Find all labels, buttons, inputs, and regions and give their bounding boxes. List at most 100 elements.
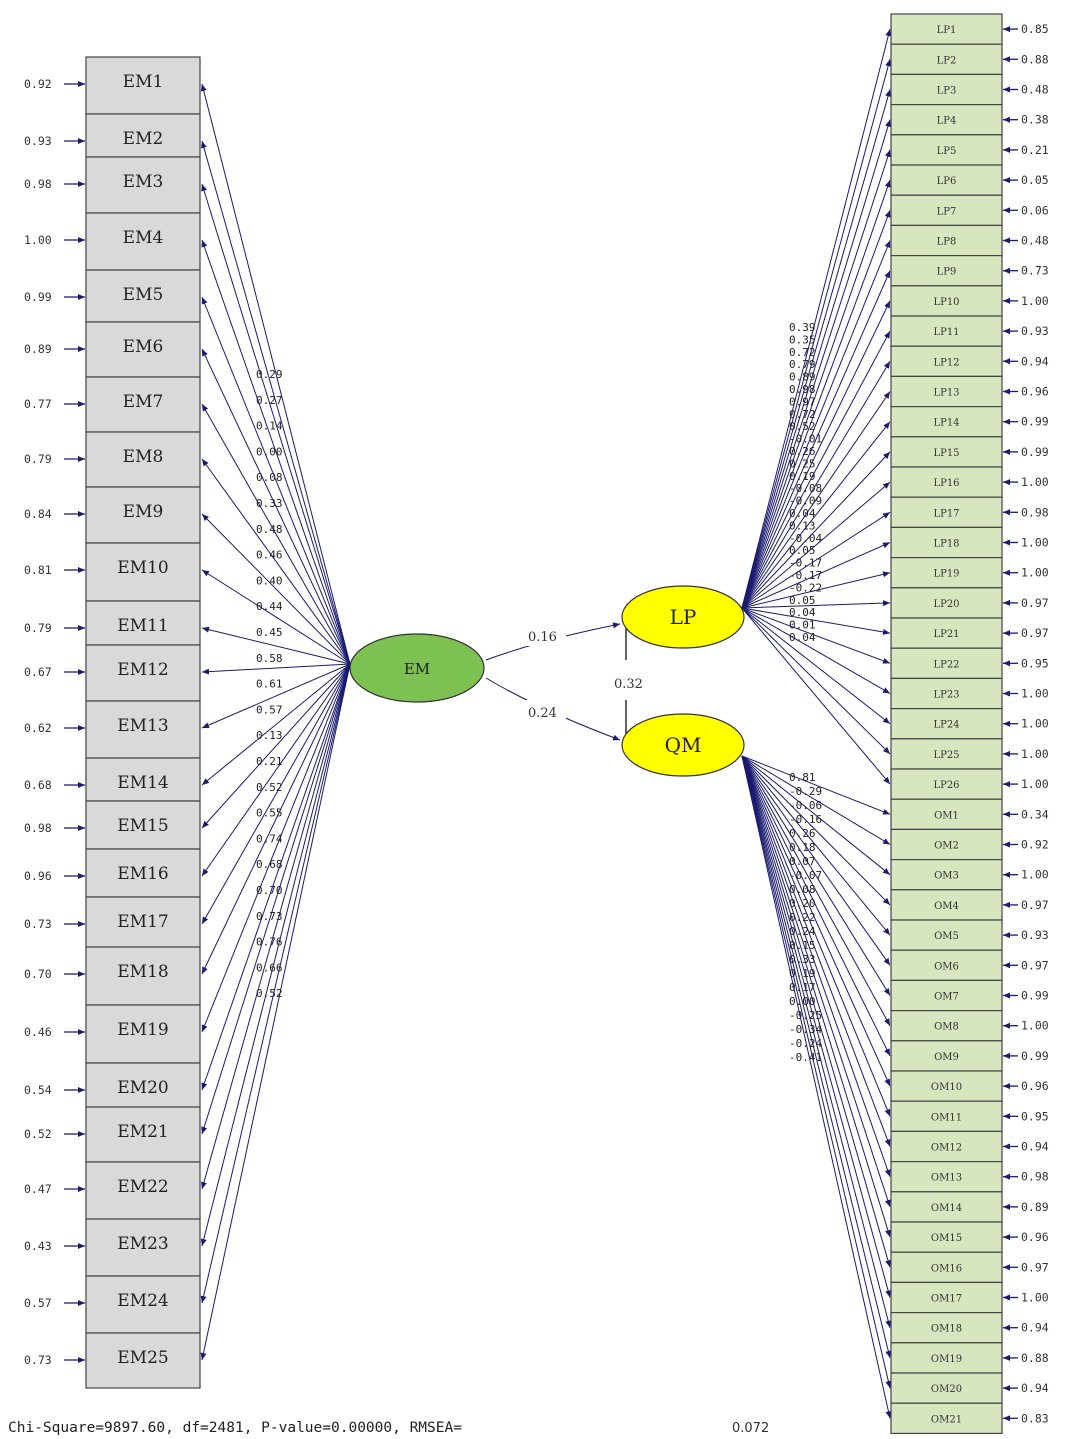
path-coef-em-lp: 0.16: [528, 630, 557, 645]
error-variance: 0.97: [1021, 596, 1049, 610]
rmsea-value: 0.072: [732, 1421, 769, 1436]
loading-value: 0.07: [789, 855, 816, 868]
loading-value: 0.05: [789, 544, 816, 557]
indicator-label: LP11: [933, 327, 959, 338]
indicator-label: LP3: [937, 86, 957, 97]
covariance-value: 0.32: [614, 677, 643, 692]
error-variance: 0.73: [24, 1353, 52, 1367]
indicator-label: OM15: [931, 1233, 962, 1244]
loading-path: [201, 569, 351, 665]
loading-path: [200, 663, 351, 1304]
error-variance: 0.84: [24, 507, 52, 521]
indicator-boxes: EM1 0.92 EM2 0.93 EM3 0.98 EM4 1.00 EM5 0.99 EM6 0.…: [24, 13, 1049, 1434]
loading-value: 0.20: [789, 897, 816, 910]
path-coef-em-qm: 0.24: [528, 706, 557, 721]
indicator-label: EM2: [123, 129, 164, 149]
loading-value: 0.01: [789, 619, 816, 632]
error-variance: 0.93: [1021, 928, 1049, 942]
loading-value: 0.98: [789, 383, 816, 396]
indicator-box-om8: [890, 1009, 1003, 1042]
loading-value: -0.16: [789, 813, 822, 826]
loading-path: [201, 626, 351, 665]
indicator-label: LP25: [933, 750, 959, 761]
indicator-box-em14: [85, 757, 201, 802]
error-variance: 0.88: [1021, 52, 1049, 66]
loading-value: 0.68: [256, 858, 283, 871]
loading-path: [741, 542, 891, 609]
loading-value: 0.17: [789, 981, 816, 994]
indicator-box-lp12: [890, 345, 1003, 378]
indicator-box-om4: [890, 889, 1003, 921]
indicator-box-lp24: [890, 707, 1003, 740]
indicator-box-om10: [890, 1070, 1003, 1102]
error-variance: 1.00: [1021, 777, 1049, 791]
loading-value: 0.33: [256, 497, 283, 510]
loading-path: [741, 511, 891, 609]
indicator-label: OM9: [934, 1052, 959, 1063]
loading-value: 0.73: [256, 910, 283, 923]
error-variance: 0.94: [1021, 1381, 1049, 1395]
loading-path: [741, 755, 891, 1268]
indicator-label: LP2: [937, 55, 957, 66]
error-variance: 0.38: [1021, 113, 1049, 127]
loading-path: [201, 348, 351, 665]
loading-path: [201, 663, 351, 877]
loading-value: -0.01: [789, 433, 822, 446]
loading-value: 0.55: [256, 807, 283, 820]
loading-value: -0.08: [789, 482, 822, 495]
indicator-box-lp2: [890, 43, 1003, 76]
loading-value: -0.29: [789, 785, 822, 798]
loading-value: 0.72: [789, 408, 816, 421]
loading-path: [201, 239, 351, 665]
loading-path: [741, 755, 891, 1117]
indicator-label: OM2: [934, 841, 959, 852]
error-variance: 1.00: [1021, 294, 1049, 308]
error-variance: 0.96: [24, 869, 52, 883]
loading-path: [741, 607, 891, 725]
indicator-label: EM22: [117, 1177, 168, 1197]
indicator-box-em8: [85, 431, 201, 488]
error-variance: 0.98: [1021, 1170, 1049, 1184]
latent-em-label: EM: [404, 660, 430, 678]
loading-path: [200, 83, 351, 665]
loading-value: 0.35: [789, 333, 816, 346]
indicator-label: OM4: [934, 901, 959, 912]
error-variance: 0.85: [1021, 22, 1049, 36]
loading-value: 0.45: [256, 626, 283, 639]
loading-path: [741, 149, 891, 609]
error-variance: 0.67: [24, 665, 52, 679]
indicator-box-om5: [890, 919, 1003, 951]
indicator-label: LP13: [933, 388, 959, 399]
loading-value: 0.58: [256, 652, 283, 665]
loading-value: 0.46: [256, 549, 283, 562]
error-variance: 0.62: [24, 721, 52, 735]
error-variance: 0.97: [1021, 1260, 1049, 1274]
loading-value: 0.97: [789, 395, 816, 408]
error-variance: 0.97: [1021, 626, 1049, 640]
indicator-box-lp9: [890, 255, 1003, 287]
indicator-box-om16: [890, 1251, 1003, 1283]
error-variance: 0.83: [1021, 1411, 1049, 1425]
loading-value: 0.57: [256, 703, 283, 716]
loading-value: 0.22: [789, 911, 816, 924]
error-variance: 0.48: [1021, 83, 1049, 97]
indicator-label: LP19: [933, 569, 959, 580]
loading-path: [741, 451, 891, 609]
error-variance: 0.99: [1021, 415, 1049, 429]
indicator-label: OM10: [931, 1082, 962, 1093]
indicator-label: OM12: [931, 1143, 962, 1154]
loading-path: [741, 300, 891, 609]
loading-value: 0.79: [789, 358, 816, 371]
error-variance: 0.79: [24, 452, 52, 466]
error-variance: 0.79: [24, 621, 52, 635]
indicator-box-lp6: [890, 164, 1003, 196]
indicator-label: EM11: [117, 616, 168, 636]
indicator-label: OM6: [934, 961, 959, 972]
loading-path: [741, 391, 891, 609]
error-variance: 0.81: [24, 563, 52, 577]
indicator-box-lp25: [890, 738, 1003, 770]
error-variance: 0.77: [24, 397, 52, 411]
loading-value: 0.04: [789, 631, 816, 644]
loading-path: [741, 755, 892, 1298]
indicator-box-em1: [85, 56, 201, 115]
